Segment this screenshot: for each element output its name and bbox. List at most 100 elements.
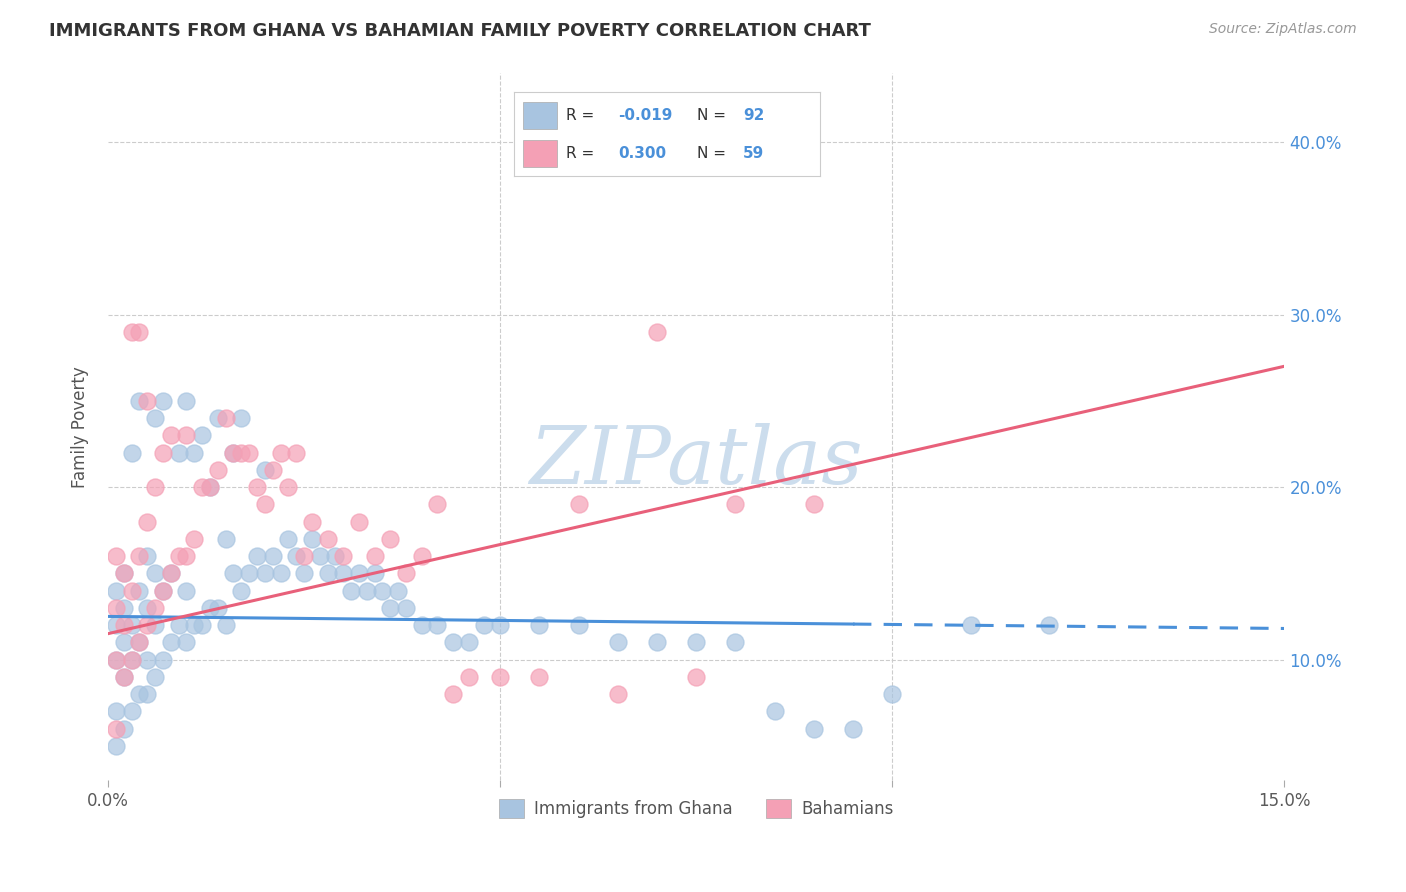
Point [426,618,449,632]
Point [238,445,260,459]
Point [685,670,707,684]
Point [457,670,479,684]
Point [121,652,143,666]
Point [183,618,205,632]
Point [411,549,433,563]
Point [143,480,166,494]
Point [253,463,276,477]
Point [183,445,205,459]
Point [112,722,135,736]
Point [176,428,198,442]
Point [176,393,198,408]
Point [262,549,284,563]
Text: Source: ZipAtlas.com: Source: ZipAtlas.com [1209,22,1357,37]
Point [104,704,127,718]
Point [136,600,159,615]
Point [474,618,496,632]
Point [104,722,127,736]
Point [724,635,747,649]
Point [176,635,198,649]
Point [222,445,245,459]
Point [128,583,150,598]
Point [457,635,479,649]
Point [222,566,245,581]
Point [167,618,190,632]
Point [270,445,292,459]
Point [489,670,512,684]
Point [292,566,315,581]
Point [380,600,402,615]
Point [159,566,181,581]
Point [143,670,166,684]
Point [214,532,236,546]
Point [136,393,159,408]
Point [395,600,418,615]
Point [152,583,174,598]
Point [167,549,190,563]
Point [104,600,127,615]
Point [143,411,166,425]
Point [308,549,330,563]
Point [198,600,221,615]
Point [645,635,668,649]
Point [347,515,370,529]
Point [152,393,174,408]
Point [1038,618,1060,632]
Point [128,549,150,563]
Legend: Immigrants from Ghana, Bahamians: Immigrants from Ghana, Bahamians [492,792,900,825]
Point [112,670,135,684]
Point [426,497,449,511]
Point [191,480,214,494]
Point [301,515,323,529]
Point [253,566,276,581]
Point [803,497,825,511]
Point [222,445,245,459]
Point [214,618,236,632]
Point [529,670,551,684]
Point [371,583,394,598]
Point [411,618,433,632]
Point [285,549,308,563]
Point [136,618,159,632]
Point [104,739,127,753]
Point [207,600,229,615]
Point [246,549,269,563]
Point [395,566,418,581]
Point [128,325,150,339]
Point [214,411,236,425]
Point [136,687,159,701]
Point [724,497,747,511]
Point [763,704,786,718]
Point [121,325,143,339]
Point [136,515,159,529]
Point [685,635,707,649]
Point [128,393,150,408]
Point [959,618,981,632]
Point [112,635,135,649]
Point [567,497,589,511]
Point [198,480,221,494]
Point [112,600,135,615]
Point [152,445,174,459]
Point [277,532,299,546]
Point [363,566,385,581]
Point [277,480,299,494]
Point [231,445,253,459]
Point [176,583,198,598]
Point [143,600,166,615]
Point [167,445,190,459]
Point [121,445,143,459]
Point [882,687,904,701]
Point [441,635,464,649]
Point [191,428,214,442]
Point [104,618,127,632]
Point [176,549,198,563]
Point [246,480,269,494]
Point [238,566,260,581]
Point [128,635,150,649]
Point [270,566,292,581]
Point [316,566,339,581]
Point [121,704,143,718]
Point [152,583,174,598]
Point [112,566,135,581]
